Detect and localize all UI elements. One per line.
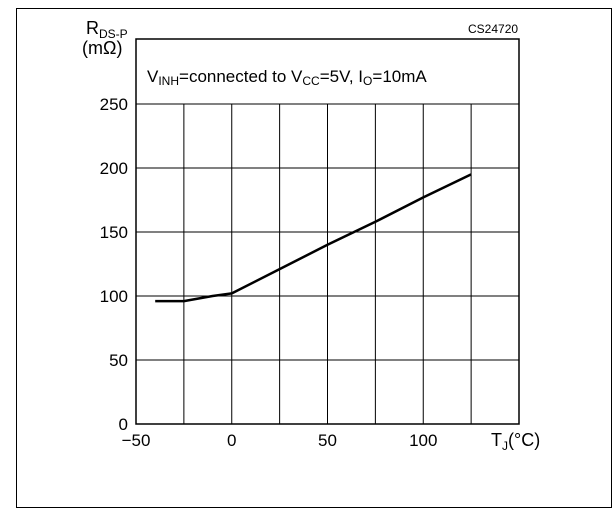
- y-tick-label: 100: [100, 287, 128, 306]
- y-axis-unit: (mΩ): [82, 38, 122, 58]
- series-group: [155, 173, 472, 303]
- chart-code: CS24720: [468, 22, 518, 36]
- annotation-sub-2: CC: [302, 74, 320, 88]
- y-tick-label: 200: [100, 159, 128, 178]
- y-tick-labels: 0 50 100 150 200 250: [100, 95, 128, 434]
- y-tick-label: 0: [119, 415, 128, 434]
- x-axis-title: TJ(°C): [491, 430, 540, 453]
- annotation-text: VINH=connected to VCC=5V, IO=10mA: [147, 67, 427, 88]
- annotation-sub-1: INH: [158, 74, 179, 88]
- x-tick-label: 50: [318, 431, 337, 450]
- annotation-part-2: =connected to V: [179, 67, 303, 86]
- annotation-part-3: =5V, I: [320, 67, 363, 86]
- x-tick-label: 0: [227, 431, 236, 450]
- annotation-part-1: V: [147, 67, 159, 86]
- x-tick-label: 100: [409, 431, 437, 450]
- x-tick-label: −50: [122, 431, 151, 450]
- y-tick-label: 50: [109, 351, 128, 370]
- y-axis-title: RDS-P: [86, 18, 128, 41]
- x-axis-sub: J: [502, 439, 508, 453]
- plot-area-border: [135, 38, 520, 425]
- y-tick-label: 250: [100, 95, 128, 114]
- annotation-sub-3: O: [363, 74, 372, 88]
- y-axis-main: R: [86, 18, 99, 38]
- x-axis-unit: (°C): [508, 430, 540, 450]
- x-axis-main: T: [491, 430, 502, 450]
- y-tick-label: 150: [100, 223, 128, 242]
- series-line: [155, 173, 472, 303]
- grid-lines: [135, 103, 520, 425]
- annotation-background: [140, 60, 514, 100]
- y-axis-sub: DS-P: [99, 27, 128, 41]
- x-tick-labels: −50 0 50 100: [122, 431, 438, 450]
- annotation-part-4: =10mA: [372, 67, 427, 86]
